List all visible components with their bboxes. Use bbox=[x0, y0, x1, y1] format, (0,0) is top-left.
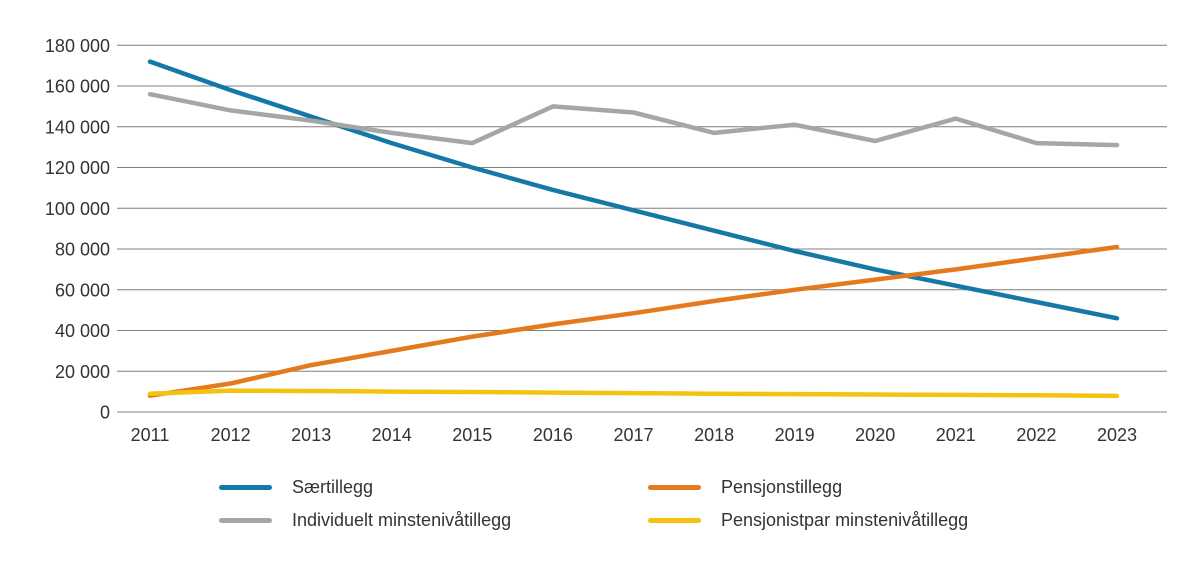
x-axis-label: 2011 bbox=[131, 425, 170, 445]
series-line-0 bbox=[147, 59, 1120, 321]
legend-label-pensjonistpar-minstenivaatillegg: Pensjonistpar minstenivåtillegg bbox=[721, 510, 969, 530]
legend-swatch-saertillegg bbox=[219, 485, 272, 490]
y-axis-label: 100 000 bbox=[45, 199, 110, 219]
legend-item-pensjonstillegg: Pensjonstillegg bbox=[648, 478, 968, 497]
y-axis-label: 0 bbox=[100, 403, 110, 423]
series-line-1 bbox=[147, 244, 1120, 398]
legend-label-individuelt-minstenivaatillegg: Individuelt minstenivåtillegg bbox=[292, 510, 512, 530]
y-axis-label: 140 000 bbox=[45, 117, 110, 137]
legend-item-pensjonistpar-minstenivaatillegg: Pensjonistpar minstenivåtillegg bbox=[648, 511, 968, 530]
y-axis-label: 20 000 bbox=[55, 362, 110, 382]
x-axis-label: 2019 bbox=[775, 425, 815, 445]
legend-swatch-pensjonstillegg bbox=[648, 485, 701, 490]
y-axis-label: 60 000 bbox=[55, 280, 110, 300]
legend-label-pensjonstillegg: Pensjonstillegg bbox=[721, 477, 843, 497]
x-axis-label: 2013 bbox=[291, 425, 331, 445]
legend-swatch-pensjonistpar-minstenivaatillegg bbox=[648, 518, 701, 523]
x-axis-label: 2021 bbox=[936, 425, 976, 445]
plot-area: 0 20 000 40 000 60 000 80 000 100 000 120 000 1… bbox=[45, 36, 1167, 445]
chart-legend: Særtillegg Pensjonstillegg Individuelt m… bbox=[219, 478, 968, 530]
x-axis-label: 2022 bbox=[1016, 425, 1056, 445]
legend-label-saertillegg: Særtillegg bbox=[292, 477, 374, 497]
y-axis-label: 120 000 bbox=[45, 158, 110, 178]
x-axis-label: 2014 bbox=[372, 425, 412, 445]
x-axis-label: 2012 bbox=[211, 425, 251, 445]
series-line-3 bbox=[147, 388, 1120, 399]
y-axis-label: 80 000 bbox=[55, 240, 110, 260]
y-axis-label: 40 000 bbox=[55, 321, 110, 341]
y-axis-label: 160 000 bbox=[45, 77, 110, 97]
legend-item-saertillegg: Særtillegg bbox=[219, 478, 648, 497]
series-line-2 bbox=[147, 91, 1120, 148]
x-axis-label: 2016 bbox=[533, 425, 573, 445]
x-axis-label: 2018 bbox=[694, 425, 734, 445]
x-axis-label: 2023 bbox=[1097, 425, 1137, 445]
legend-item-individuelt-minstenivaatillegg: Individuelt minstenivåtillegg bbox=[219, 511, 648, 530]
x-axis-label: 2015 bbox=[452, 425, 492, 445]
x-axis-label: 2020 bbox=[855, 425, 895, 445]
legend-swatch-individuelt-minstenivaatillegg bbox=[219, 518, 272, 523]
y-axis-label: 180 000 bbox=[45, 36, 110, 56]
x-axis-label: 2017 bbox=[613, 425, 653, 445]
